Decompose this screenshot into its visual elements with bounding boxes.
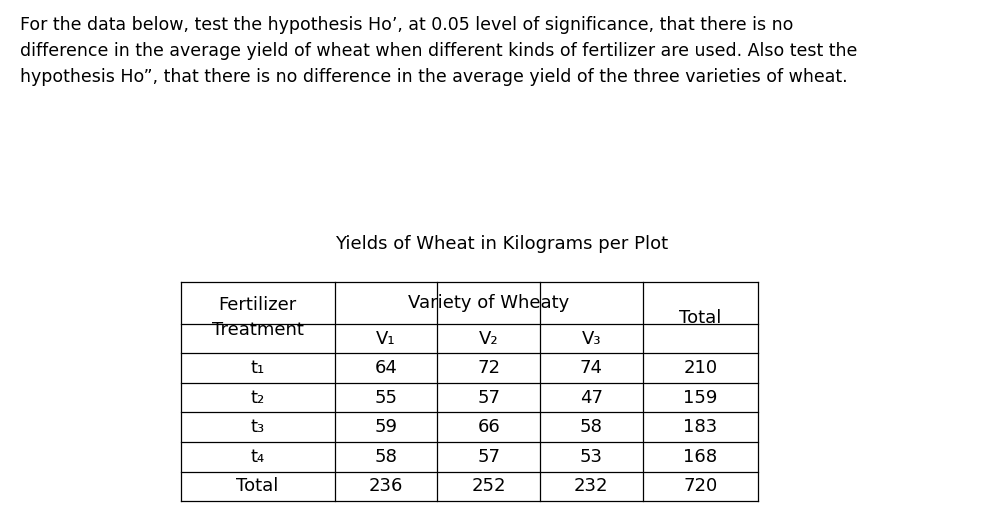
Text: 58: 58 <box>374 448 397 466</box>
Text: Yields of Wheat in Kilograms per Plot: Yields of Wheat in Kilograms per Plot <box>335 235 667 253</box>
Text: 183: 183 <box>682 418 716 436</box>
Text: 55: 55 <box>374 389 397 407</box>
Text: 66: 66 <box>477 418 500 436</box>
Text: 74: 74 <box>579 359 602 377</box>
Text: Variety of Wheaty: Variety of Wheaty <box>408 294 569 312</box>
Text: Total: Total <box>236 477 279 495</box>
Text: 57: 57 <box>477 389 500 407</box>
Text: V₂: V₂ <box>478 329 498 348</box>
Text: 252: 252 <box>471 477 505 495</box>
Text: t₁: t₁ <box>250 359 265 377</box>
Text: 53: 53 <box>579 448 602 466</box>
Text: 236: 236 <box>369 477 403 495</box>
Text: V₃: V₃ <box>581 329 600 348</box>
Text: 210: 210 <box>682 359 716 377</box>
Text: 720: 720 <box>682 477 716 495</box>
Text: Fertilizer
Treatment: Fertilizer Treatment <box>211 296 304 339</box>
Text: 57: 57 <box>477 448 500 466</box>
Text: 59: 59 <box>374 418 397 436</box>
Text: Total: Total <box>678 309 721 327</box>
Text: 168: 168 <box>682 448 716 466</box>
Text: t₂: t₂ <box>250 389 265 407</box>
Text: t₃: t₃ <box>250 418 265 436</box>
Text: 159: 159 <box>682 389 717 407</box>
Text: For the data below, test the hypothesis Ho’, at 0.05 level of significance, that: For the data below, test the hypothesis … <box>20 16 857 87</box>
Text: 58: 58 <box>579 418 602 436</box>
Text: V₁: V₁ <box>376 329 396 348</box>
Text: 64: 64 <box>374 359 397 377</box>
Text: 232: 232 <box>573 477 608 495</box>
Text: 47: 47 <box>579 389 602 407</box>
Text: t₄: t₄ <box>250 448 265 466</box>
Text: 72: 72 <box>477 359 500 377</box>
